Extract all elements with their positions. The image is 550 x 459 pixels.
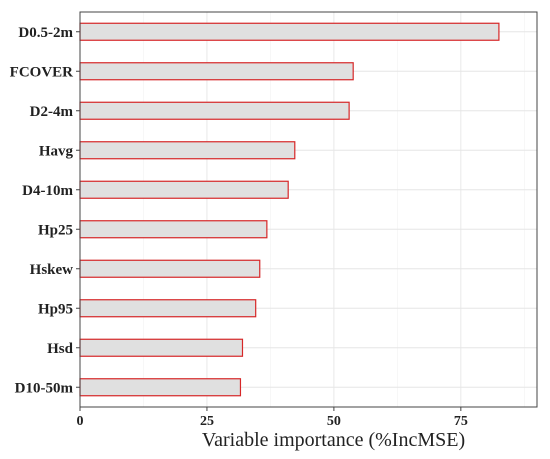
bar-D4-10m — [79, 180, 289, 199]
x-tick-label: 25 — [200, 414, 214, 429]
bar-Hskew — [79, 259, 261, 278]
bar-Havg — [79, 141, 296, 160]
bar-D10-50m — [79, 378, 242, 397]
category-labels: D0.5-2m FCOVER D2-4m Havg D4-10m Hp25 Hskew Hp9… — [10, 25, 80, 396]
bar-D2-4m — [79, 101, 350, 120]
plot-panel-border — [79, 11, 538, 408]
category-label: Hskew — [30, 262, 74, 278]
category-label: D0.5-2m — [18, 25, 73, 41]
x-tick-label: 75 — [454, 414, 468, 429]
bar-FCOVER — [79, 62, 354, 81]
bar-D0.5-2m — [79, 22, 500, 41]
category-label: D2-4m — [30, 104, 74, 120]
category-label: Hp25 — [38, 222, 73, 238]
category-label: D10-50m — [15, 380, 74, 396]
bar-Hp25 — [79, 220, 268, 239]
x-axis-ticks: 0 25 50 75 — [77, 407, 468, 429]
bars — [79, 22, 500, 397]
category-label: D4-10m — [22, 183, 73, 199]
category-label: FCOVER — [10, 64, 74, 80]
x-tick-label: 50 — [327, 414, 341, 429]
category-label: Hsd — [47, 341, 74, 357]
bar-Hsd — [79, 338, 244, 357]
category-label: Havg — [39, 143, 74, 159]
x-axis-title: Variable importance (%IncMSE) — [202, 429, 465, 451]
bar-Hp95 — [79, 299, 257, 318]
category-label: Hp95 — [38, 301, 73, 317]
x-tick-label: 0 — [77, 414, 84, 429]
